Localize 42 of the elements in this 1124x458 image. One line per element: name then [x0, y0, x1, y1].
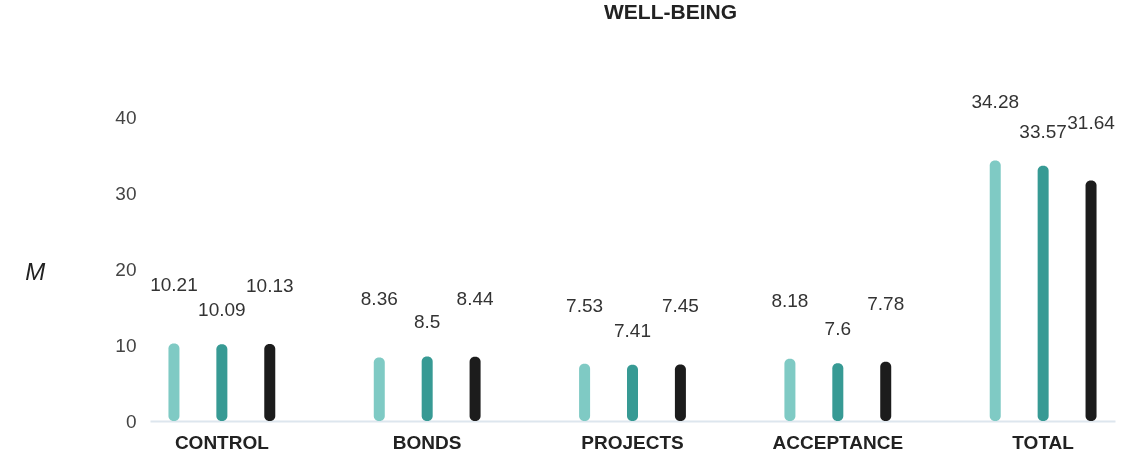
chart-title: WELL-BEING — [604, 0, 737, 24]
y-tick-label: 0 — [125, 410, 137, 432]
y-tick-label: 30 — [115, 182, 137, 204]
data-label: 7.53 — [566, 294, 604, 316]
data-label: 10.13 — [246, 275, 294, 297]
bar — [674, 364, 686, 421]
x-tick-label: ACCEPTANCE — [772, 431, 904, 453]
bar — [168, 343, 180, 421]
data-label: 8.18 — [771, 289, 809, 311]
bar — [373, 357, 385, 421]
data-label: 7.41 — [614, 319, 651, 341]
x-tick-label: BONDS — [392, 431, 462, 453]
bar — [832, 363, 844, 421]
bar — [216, 344, 228, 421]
data-label: 7.6 — [824, 318, 852, 340]
bar — [627, 364, 638, 421]
y-tick-label: 10 — [115, 334, 137, 356]
data-label: 10.09 — [198, 299, 246, 321]
bar — [469, 356, 481, 421]
data-label: 7.45 — [661, 295, 699, 317]
x-tick-label: PROJECTS — [581, 431, 684, 453]
x-tick-label: CONTROL — [174, 431, 270, 453]
bar — [989, 160, 1001, 421]
data-label: 10.21 — [150, 274, 198, 296]
data-label: 8.44 — [456, 287, 495, 309]
bar — [1085, 180, 1097, 421]
y-tick-label: 40 — [115, 106, 137, 128]
bar — [1037, 165, 1049, 421]
bar — [579, 363, 591, 421]
data-label: 8.36 — [360, 288, 398, 310]
y-tick-label: 20 — [115, 258, 137, 280]
bar — [880, 361, 892, 421]
data-label: 34.28 — [971, 91, 1019, 113]
data-label: 33.57 — [1019, 120, 1067, 142]
bar — [784, 358, 796, 421]
data-label: 8.5 — [413, 311, 441, 333]
data-label: 31.64 — [1067, 111, 1116, 133]
data-label: 7.78 — [867, 292, 905, 314]
bar — [264, 344, 276, 421]
x-tick-label: TOTAL — [1012, 431, 1075, 453]
bar — [421, 356, 433, 421]
y-axis-title: M — [25, 257, 46, 285]
